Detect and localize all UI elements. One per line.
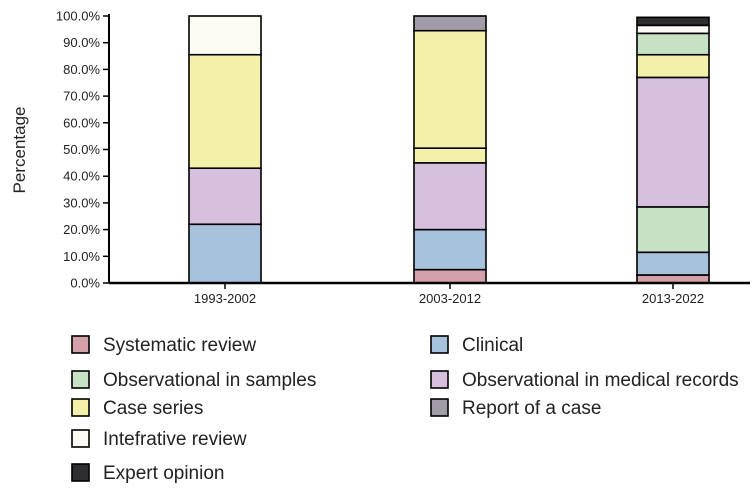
y-tick-label: 40.0% (63, 169, 100, 184)
y-tick-label: 0.0% (70, 276, 100, 291)
legend-label: Case series (103, 398, 203, 419)
legend-item-observational-in-medical-records: Observational in medical records (430, 370, 739, 391)
bar-segment-intefrative-review (636, 24, 710, 35)
y-tick-label: 80.0% (63, 62, 100, 77)
bar-segment-clinical (413, 228, 487, 271)
legend-item-systematic-review: Systematic review (71, 335, 256, 356)
legend-item-observational-in-samples: Observational in samples (71, 370, 316, 391)
legend-swatch (71, 370, 90, 389)
bar-segment-case-series (188, 53, 262, 169)
x-tick-label: 2003-2012 (419, 291, 481, 306)
y-tick-label: 10.0% (63, 249, 100, 264)
legend-item-clinical: Clinical (430, 335, 523, 356)
legend-item-report-of-a-case: Report of a case (430, 398, 601, 419)
x-tick-label: 1993-2002 (194, 291, 256, 306)
bar-segment-report-of-a-case (413, 15, 487, 32)
legend-label: Report of a case (462, 398, 601, 419)
x-tick-label: 2013-2022 (642, 291, 704, 306)
legend-swatch (430, 398, 449, 417)
legend-swatch (71, 335, 90, 354)
legend-swatch (430, 335, 449, 354)
bars (188, 15, 710, 284)
y-tick-label: 60.0% (63, 115, 100, 130)
bar-segment-observational-in-samples (636, 206, 710, 254)
bar-segment-expert-opinion (636, 16, 710, 27)
y-axis-label: Percentage (10, 107, 29, 194)
legend: Systematic review Clinical Observational i… (71, 335, 739, 484)
legend-swatch (71, 429, 90, 448)
bar-segment-observational-in-medical-records (636, 76, 710, 208)
bar-segment-clinical (636, 251, 710, 276)
y-tick-label: 20.0% (63, 222, 100, 237)
y-tick-label: 90.0% (63, 35, 100, 50)
legend-label: Intefrative review (103, 429, 247, 450)
legend-swatch (71, 398, 90, 417)
bar-segment-observational-in-medical-records (413, 162, 487, 231)
legend-item-intefrative-review: Intefrative review (71, 429, 247, 450)
y-tick-label: 100.0% (56, 9, 101, 24)
legend-label: Observational in samples (103, 370, 316, 391)
bar-segment-intefrative-review (188, 15, 262, 56)
bar-segment-clinical (188, 223, 262, 284)
legend-swatch (430, 370, 449, 389)
bar-segment-observational-in-medical-records (188, 167, 262, 226)
legend-label: Systematic review (103, 335, 256, 356)
bar-segment-systematic-review (413, 268, 487, 284)
legend-label: Observational in medical records (462, 370, 739, 391)
legend-label: Clinical (462, 335, 523, 356)
bar-segment-case-series (413, 147, 487, 164)
legend-item-case-series: Case series (71, 398, 203, 419)
bar-segment-case-series (413, 29, 487, 149)
legend-label: Expert opinion (103, 463, 224, 484)
y-axis: 0.0% 10.0% 20.0% 30.0% 40.0% 50.0% 60.0% 70.0% 8… (56, 9, 110, 291)
y-tick-label: 50.0% (63, 142, 100, 157)
y-tick-label: 70.0% (63, 89, 100, 104)
y-tick-label: 30.0% (63, 195, 100, 210)
legend-item-expert-opinion: Expert opinion (71, 463, 224, 484)
bar-segment-observational-in-samples (636, 32, 710, 56)
legend-swatch (71, 463, 90, 482)
x-axis: 1993-2002 2003-2012 2013-2022 (109, 281, 750, 306)
bar-segment-case-series (636, 53, 710, 79)
